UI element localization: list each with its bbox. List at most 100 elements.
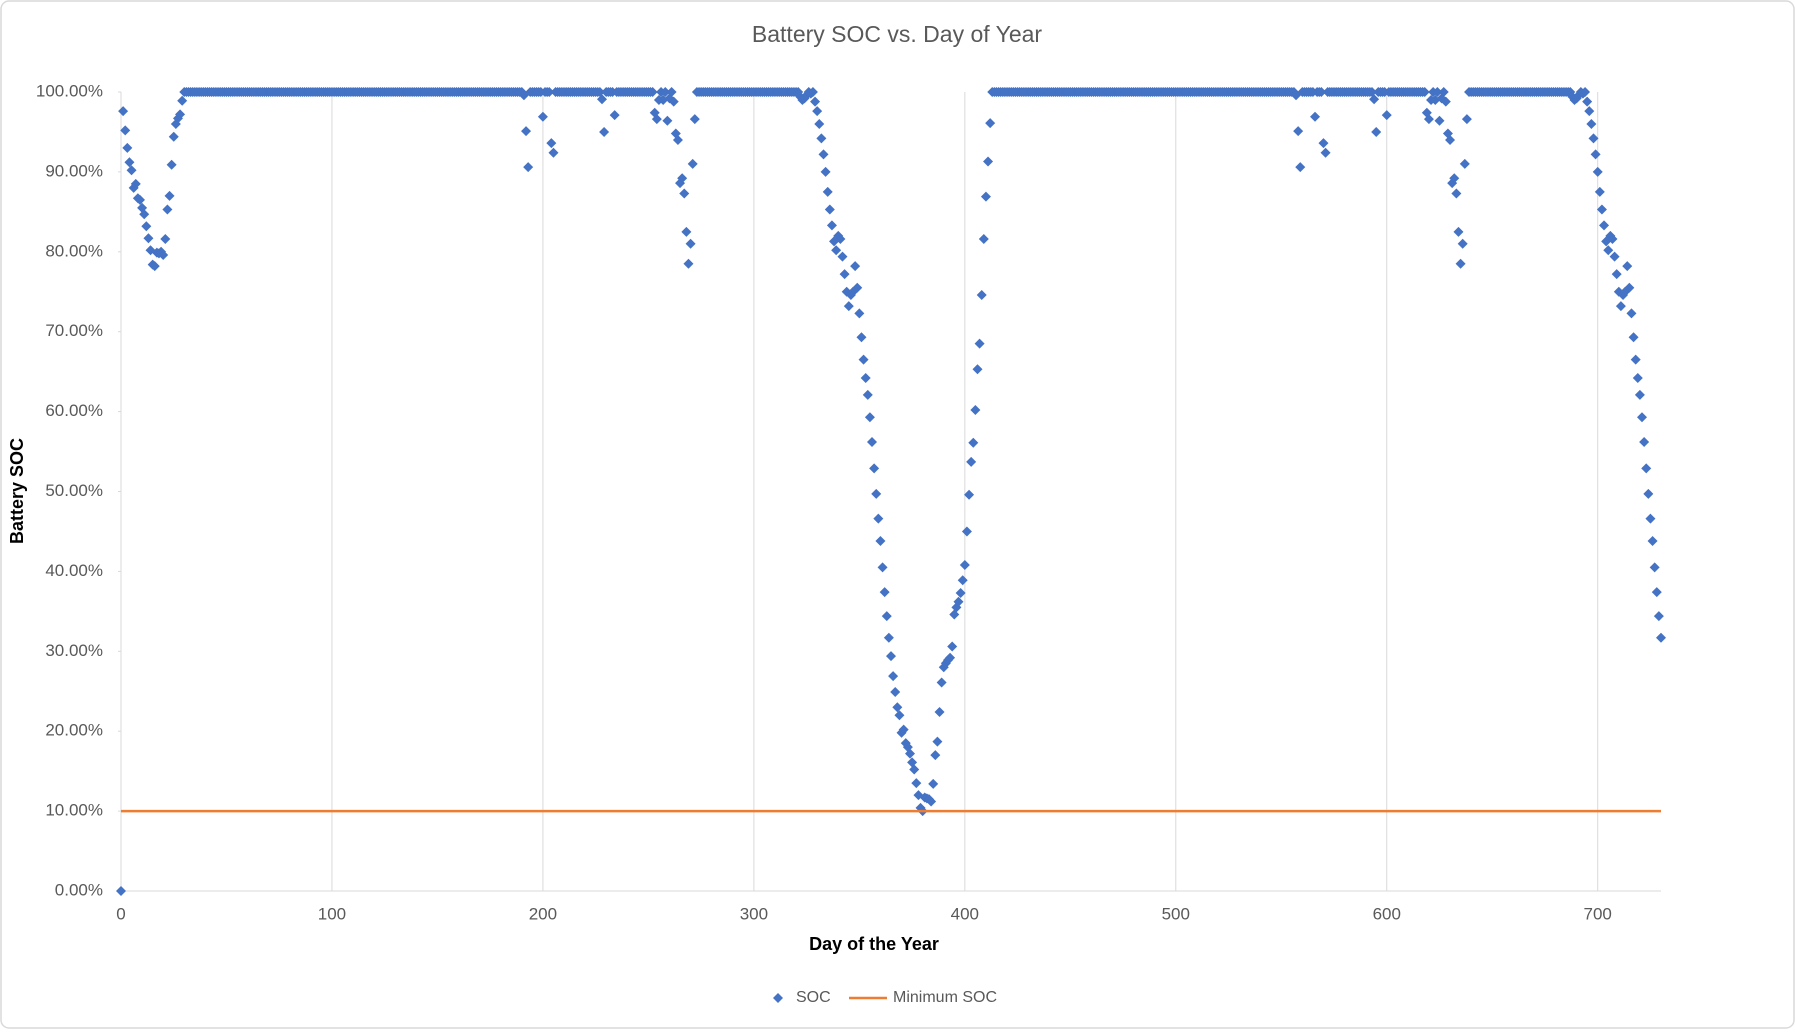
data-point xyxy=(968,437,979,448)
x-tick-label: 100 xyxy=(318,904,346,923)
data-point xyxy=(662,115,673,126)
data-point xyxy=(677,173,688,184)
data-point xyxy=(596,94,607,105)
data-point xyxy=(122,142,133,153)
data-point xyxy=(1423,114,1434,125)
data-point xyxy=(660,87,671,97)
data-point xyxy=(1369,94,1380,105)
data-point xyxy=(959,560,970,571)
x-tick-label: 500 xyxy=(1162,904,1190,923)
data-point xyxy=(609,110,620,121)
data-point xyxy=(1445,134,1456,145)
data-point xyxy=(1626,308,1637,319)
y-tick-label: 30.00% xyxy=(45,641,103,660)
data-point xyxy=(974,338,985,349)
data-point xyxy=(837,251,848,262)
data-point xyxy=(1603,245,1614,256)
axes: 0 100 200 300 400 500 600 700 0.00% 10.00% 20.00% 3… xyxy=(36,81,1661,923)
data-point xyxy=(883,632,894,643)
data-point xyxy=(1592,166,1603,177)
data-point xyxy=(911,778,922,789)
data-point xyxy=(839,269,850,280)
data-point xyxy=(835,234,846,245)
y-tick-label: 40.00% xyxy=(45,561,103,580)
data-point xyxy=(537,111,548,122)
data-point xyxy=(947,641,958,652)
data-point xyxy=(843,301,854,312)
data-point xyxy=(1295,162,1306,173)
data-point xyxy=(964,489,975,500)
data-point xyxy=(1656,632,1666,643)
data-point xyxy=(683,258,694,269)
data-point xyxy=(143,233,154,244)
data-point xyxy=(814,118,825,129)
data-point xyxy=(134,194,145,205)
data-point xyxy=(141,221,152,232)
data-point xyxy=(1630,354,1641,365)
data-point xyxy=(1607,234,1618,245)
data-point xyxy=(881,611,892,622)
data-point xyxy=(118,106,129,117)
data-point xyxy=(1586,118,1597,129)
data-point xyxy=(934,707,945,718)
data-point xyxy=(1594,186,1605,197)
data-point xyxy=(175,109,186,120)
data-point xyxy=(983,156,994,167)
data-point xyxy=(936,677,947,688)
data-point xyxy=(875,536,886,547)
y-tick-label: 70.00% xyxy=(45,321,103,340)
grid xyxy=(120,92,1599,891)
y-tick-label: 100.00% xyxy=(36,81,103,100)
data-point xyxy=(679,188,690,199)
data-point xyxy=(149,261,160,272)
data-point xyxy=(1419,87,1430,97)
data-point xyxy=(523,162,534,173)
data-point xyxy=(1451,188,1462,199)
data-point xyxy=(1609,251,1620,262)
data-point xyxy=(877,562,888,573)
x-tick-label: 200 xyxy=(529,904,557,923)
data-point xyxy=(1584,106,1595,117)
data-point xyxy=(1624,282,1635,293)
data-point xyxy=(953,596,964,607)
data-point xyxy=(928,778,939,789)
data-point xyxy=(1582,96,1593,107)
data-point xyxy=(687,158,698,169)
data-point xyxy=(854,308,865,319)
data-point xyxy=(1432,87,1443,97)
data-point xyxy=(1634,389,1645,400)
data-point xyxy=(647,87,658,97)
data-point xyxy=(873,513,884,524)
data-point xyxy=(1588,133,1599,144)
data-point xyxy=(1611,269,1622,280)
data-point xyxy=(860,373,871,384)
data-point xyxy=(164,190,175,201)
data-point xyxy=(1371,126,1382,137)
data-point xyxy=(816,133,827,144)
y-axis-title: Battery SOC xyxy=(7,438,27,544)
data-point xyxy=(852,282,863,293)
data-point xyxy=(160,234,171,245)
x-tick-label: 600 xyxy=(1373,904,1401,923)
data-point xyxy=(831,245,842,256)
data-point xyxy=(824,204,835,215)
x-tick-label: 300 xyxy=(740,904,768,923)
data-point xyxy=(548,147,559,158)
data-point xyxy=(890,687,901,698)
data-point xyxy=(1645,513,1656,524)
data-point xyxy=(1622,261,1633,272)
data-point xyxy=(166,159,177,170)
data-point xyxy=(867,436,878,447)
x-axis-title: Day of the Year xyxy=(809,934,939,954)
data-point xyxy=(985,118,996,129)
legend: SOC Minimum SOC xyxy=(773,989,997,1006)
plot-marks xyxy=(116,87,1666,896)
data-point xyxy=(158,249,169,260)
data-point xyxy=(1449,173,1460,184)
data-point xyxy=(976,289,987,300)
x-tick-label: 0 xyxy=(116,904,125,923)
data-point xyxy=(972,364,983,375)
data-point xyxy=(871,488,882,499)
